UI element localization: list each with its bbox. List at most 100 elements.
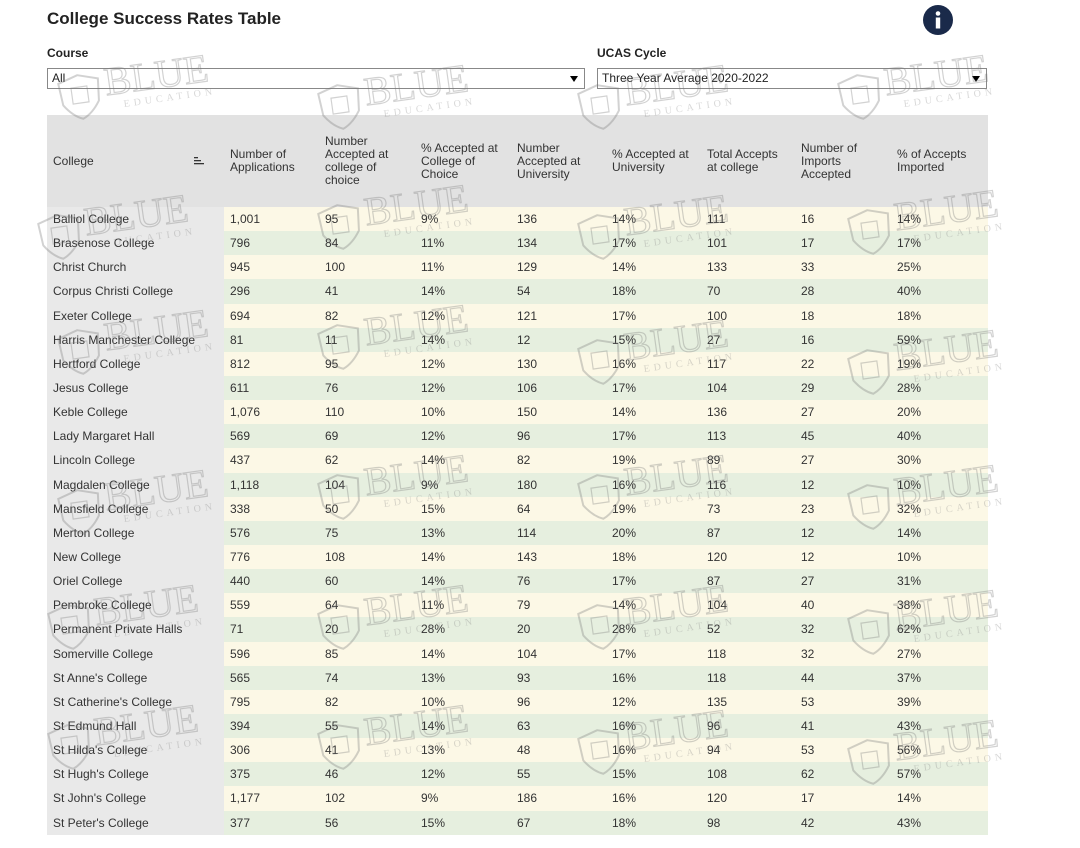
table-cell: 136 [511, 207, 606, 232]
table-cell: 17% [606, 641, 701, 666]
table-cell: 569 [224, 424, 319, 449]
table-cell: 1,076 [224, 400, 319, 425]
table-cell: 9% [415, 786, 511, 811]
table-row: Brasenose College 796 84 11% 134 17% 101 17 17% [47, 231, 988, 256]
table-cell: 20% [606, 520, 701, 545]
table-cell: 15% [606, 327, 701, 352]
column-header[interactable]: College [47, 115, 224, 207]
table-cell: 9% [415, 207, 511, 232]
table-cell: 694 [224, 303, 319, 328]
sort-bar [194, 160, 201, 162]
table-cell: 17% [606, 231, 701, 256]
table-cell: 559 [224, 593, 319, 618]
select-value: All [52, 71, 66, 85]
college-name: Mansfield College [47, 496, 224, 521]
college-name: Permanent Private Halls [47, 617, 224, 642]
table-cell: 62% [891, 617, 988, 642]
college-name: St Hugh's College [47, 762, 224, 787]
table-cell: 338 [224, 496, 319, 521]
table-cell: 44 [795, 665, 891, 690]
table-cell: 16% [606, 738, 701, 763]
table-cell: 59% [891, 327, 988, 352]
table-cell: 15% [606, 762, 701, 787]
table-row: Permanent Private Halls 71 20 28% 20 28% 52 32 6… [47, 617, 988, 642]
table-row: Lady Margaret Hall 569 69 12% 96 17% 113 45 40% [47, 424, 988, 449]
table-cell: 14% [606, 593, 701, 618]
table-cell: 19% [606, 448, 701, 473]
table-cell: 186 [511, 786, 606, 811]
table-cell: 16% [606, 351, 701, 376]
dropdown-arrow [972, 76, 980, 82]
college-name: Brasenose College [47, 231, 224, 256]
table-cell: 29 [795, 375, 891, 401]
table-cell: 18% [606, 544, 701, 570]
table-row: Balliol College 1,001 95 9% 136 14% 111 16 14% [47, 207, 988, 232]
table-cell: 53 [795, 738, 891, 763]
table-cell: 12 [511, 327, 606, 352]
course-select[interactable]: All [47, 68, 585, 89]
table-row: Keble College 1,076 110 10% 150 14% 136 27 20% [47, 400, 988, 425]
table-row: Lincoln College 437 62 14% 82 19% 89 27 30% [47, 448, 988, 473]
table-cell: 437 [224, 448, 319, 473]
table-cell: 14% [415, 544, 511, 570]
table-cell: 1,177 [224, 786, 319, 811]
table-cell: 64 [511, 496, 606, 521]
table-cell: 120 [701, 786, 795, 811]
table-row: Hertford College 812 95 12% 130 16% 117 22 19% [47, 351, 988, 376]
cycle-select[interactable]: Three Year Average 2020-2022 [597, 68, 987, 89]
table-cell: 32 [795, 641, 891, 666]
college-name: Jesus College [47, 375, 224, 401]
table-cell: 89 [701, 448, 795, 473]
table-cell: 110 [319, 400, 415, 425]
page-title: College Success Rates Table [47, 9, 282, 28]
table-cell: 82 [511, 448, 606, 473]
table-cell: 14% [415, 327, 511, 352]
table-cell: 96 [511, 689, 606, 714]
table-cell: 14% [891, 520, 988, 545]
table-cell: 100 [319, 255, 415, 280]
table-cell: 106 [511, 375, 606, 401]
college-name: St Catherine's College [47, 689, 224, 714]
select-value: Three Year Average 2020-2022 [602, 71, 769, 85]
table-cell: 48 [511, 738, 606, 763]
table-cell: 20 [319, 617, 415, 642]
table-cell: 10% [415, 689, 511, 714]
table-cell: 143 [511, 544, 606, 570]
table-row: St Hilda's College 306 41 13% 48 16% 94 53 56% [47, 738, 988, 763]
college-name: Hertford College [47, 351, 224, 376]
table-cell: 43% [891, 713, 988, 739]
college-name: Oriel College [47, 569, 224, 594]
table-cell: 10% [415, 400, 511, 425]
college-name: Keble College [47, 400, 224, 425]
table-cell: 23 [795, 496, 891, 521]
table-cell: 16% [606, 665, 701, 690]
column-header: % Accepted at College of Choice [415, 115, 511, 207]
table-cell: 69 [319, 424, 415, 449]
filter-label: Course [47, 46, 89, 60]
table-cell: 14% [415, 713, 511, 739]
table-cell: 14% [415, 641, 511, 666]
table-cell: 40 [795, 593, 891, 618]
table-cell: 104 [701, 593, 795, 618]
table-cell: 64 [319, 593, 415, 618]
table-cell: 56% [891, 738, 988, 763]
table-cell: 12% [415, 351, 511, 376]
table-cell: 28% [415, 617, 511, 642]
table-cell: 296 [224, 279, 319, 304]
table-cell: 118 [701, 665, 795, 690]
table-cell: 776 [224, 544, 319, 570]
college-name: St Edmund Hall [47, 713, 224, 739]
table-cell: 82 [319, 303, 415, 328]
table-cell: 116 [701, 472, 795, 497]
table-cell: 52 [701, 617, 795, 642]
info-icon[interactable] [922, 4, 954, 36]
table-cell: 95 [319, 351, 415, 376]
table-cell: 87 [701, 569, 795, 594]
table-cell: 50 [319, 496, 415, 521]
table-cell: 945 [224, 255, 319, 280]
table-cell: 100 [701, 303, 795, 328]
table-cell: 17% [606, 569, 701, 594]
table-cell: 1,001 [224, 207, 319, 232]
table-cell: 12% [606, 689, 701, 714]
